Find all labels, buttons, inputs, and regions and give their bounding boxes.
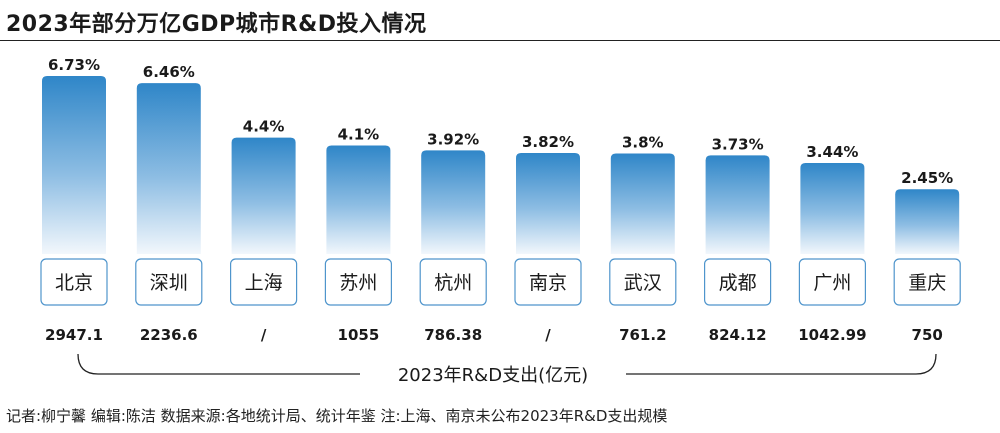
bar-value-label: 3.44% [806,143,858,161]
rd-spending-value: 750 [912,326,943,344]
rd-spending-value: 2236.6 [140,326,198,344]
rd-spending-value: 824.12 [709,326,767,344]
category-box [514,258,582,306]
category-box [324,258,392,306]
rd-spending-value: 1042.99 [798,326,866,344]
bar-value-label: 3.82% [522,133,574,151]
rd-spending-row-label: 2023年R&D支出(亿元) [398,365,588,386]
bar [231,137,296,254]
category-label: 广州 [813,272,851,294]
footer-credits: 记者:柳宁馨 编辑:陈洁 数据来源:各地统计局、统计年鉴 注:上海、南京未公布2… [6,407,668,425]
category-box [419,258,487,306]
bar-chart: 6.73% 北京 2947.1 6.46% 深圳 2236.6 4.4% 上海 / 4.1% 苏州 1… [40,56,961,386]
category-box [609,258,677,306]
bar [42,76,106,254]
category-box [703,258,772,306]
bar [326,145,391,254]
bar-value-label: 3.92% [427,130,479,148]
page-title: 2023年部分万亿GDP城市R&D投入情况 [6,12,427,37]
bar [895,189,960,254]
bracket-right [626,353,937,375]
category-box [893,258,961,306]
rd-spending-value: 761.2 [619,326,666,344]
title-divider [0,40,1000,41]
bar [136,83,201,254]
rd-spending-value: 2947.1 [45,326,103,344]
bar-value-label: 3.73% [712,135,764,153]
bar-value-label: 6.46% [143,63,195,81]
category-label: 北京 [55,272,93,294]
bar [610,153,675,254]
category-box [40,258,108,306]
category-label: 重庆 [908,272,946,294]
category-label: 上海 [245,272,283,294]
rd-spending-value: / [545,326,551,344]
category-label: 武汉 [624,272,662,294]
category-label: 苏州 [339,272,377,294]
category-label: 杭州 [434,272,472,294]
rd-spending-value: 786.38 [424,326,482,344]
bar [516,152,580,254]
bar-value-label: 4.4% [243,118,285,136]
bar-value-label: 3.8% [622,133,664,151]
category-box [798,258,867,306]
bar-value-label: 6.73% [48,56,100,74]
category-box [135,258,203,306]
bracket-left [77,353,360,375]
bar [705,155,770,254]
bar [800,163,865,254]
category-label: 成都 [719,272,757,294]
category-label: 南京 [529,272,567,294]
rd-spending-value: / [261,326,267,344]
bar-value-label: 2.45% [901,169,953,187]
category-label: 深圳 [150,272,188,294]
rd-spending-value: 1055 [338,326,380,344]
bar [421,150,486,254]
bar-value-label: 4.1% [338,126,380,144]
category-box [230,258,298,306]
